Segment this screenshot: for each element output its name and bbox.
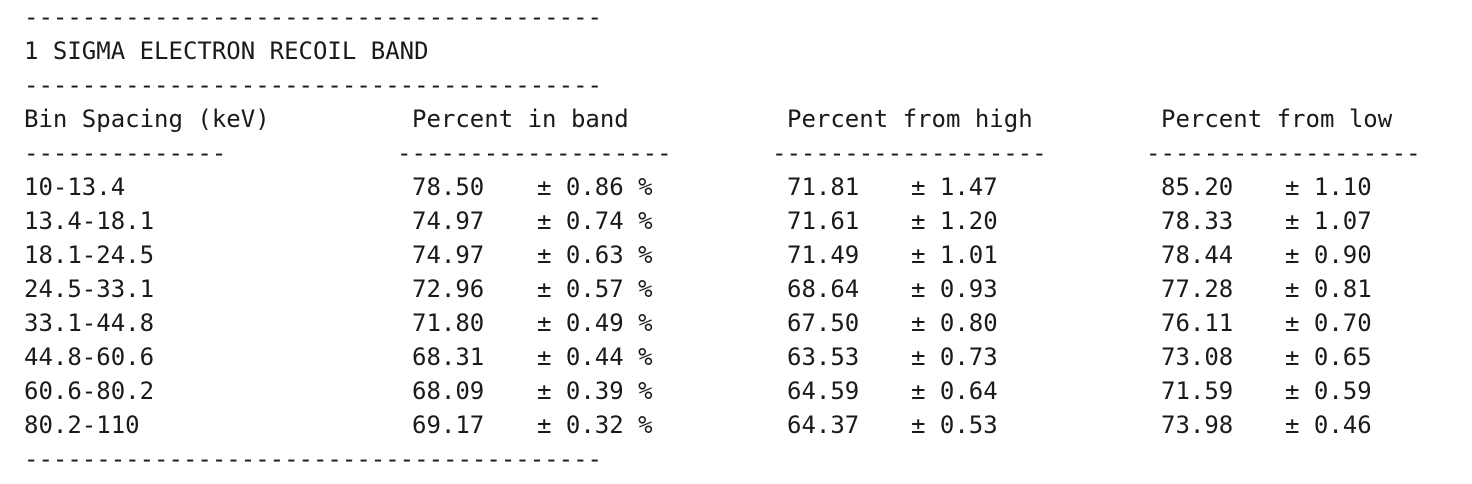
percent-from-low-error-cell: ± 1.10 [1285, 170, 1372, 204]
bin-cell: 18.1-24.5 [24, 238, 154, 272]
percent-from-high-cell: 68.64 [787, 272, 859, 306]
header-bin-spacing: Bin Spacing (keV) [24, 102, 270, 136]
bin-cell: 80.2-110 [24, 408, 140, 442]
percent-from-low-cell: 85.20 [1161, 170, 1233, 204]
bin-cell: 24.5-33.1 [24, 272, 154, 306]
percent-from-high-cell: 64.37 [787, 408, 859, 442]
bottom-rule: ---------------------------------------- [24, 442, 602, 476]
percent-from-high-error-cell: ± 1.47 [911, 170, 998, 204]
percent-in-band-cell: 69.17 [412, 408, 484, 442]
percent-from-high-cell: 71.61 [787, 204, 859, 238]
underline-percent-in-band: ------------------- [397, 136, 672, 170]
percent-from-low-error-cell: ± 1.07 [1285, 204, 1372, 238]
percent-in-band-error-cell: ± 0.57 % [537, 272, 653, 306]
header-percent-in-band: Percent in band [412, 102, 629, 136]
percent-from-low-error-cell: ± 0.59 [1285, 374, 1372, 408]
title-rule: ---------------------------------------- [24, 68, 602, 102]
percent-from-high-error-cell: ± 0.80 [911, 306, 998, 340]
percent-from-high-error-cell: ± 0.73 [911, 340, 998, 374]
top-rule: ---------------------------------------- [24, 0, 602, 34]
percent-from-high-cell: 64.59 [787, 374, 859, 408]
percent-from-low-cell: 73.08 [1161, 340, 1233, 374]
percent-from-high-cell: 67.50 [787, 306, 859, 340]
percent-in-band-cell: 68.31 [412, 340, 484, 374]
percent-from-high-error-cell: ± 0.64 [911, 374, 998, 408]
percent-from-low-cell: 73.98 [1161, 408, 1233, 442]
percent-from-low-cell: 77.28 [1161, 272, 1233, 306]
percent-from-high-cell: 63.53 [787, 340, 859, 374]
underline-percent-from-low: ------------------- [1146, 136, 1421, 170]
percent-in-band-cell: 78.50 [412, 170, 484, 204]
underline-percent-from-high: ------------------- [772, 136, 1047, 170]
bin-cell: 10-13.4 [24, 170, 125, 204]
section-title: 1 SIGMA ELECTRON RECOIL BAND [24, 34, 429, 68]
percent-in-band-error-cell: ± 0.44 % [537, 340, 653, 374]
percent-from-high-error-cell: ± 0.93 [911, 272, 998, 306]
bin-cell: 33.1-44.8 [24, 306, 154, 340]
percent-in-band-error-cell: ± 0.74 % [537, 204, 653, 238]
percent-from-low-cell: 76.11 [1161, 306, 1233, 340]
bin-cell: 60.6-80.2 [24, 374, 154, 408]
percent-in-band-cell: 72.96 [412, 272, 484, 306]
percent-from-high-cell: 71.49 [787, 238, 859, 272]
percent-from-low-error-cell: ± 0.46 [1285, 408, 1372, 442]
bin-cell: 44.8-60.6 [24, 340, 154, 374]
percent-in-band-cell: 71.80 [412, 306, 484, 340]
percent-from-low-cell: 78.44 [1161, 238, 1233, 272]
percent-in-band-error-cell: ± 0.86 % [537, 170, 653, 204]
percent-from-high-error-cell: ± 0.53 [911, 408, 998, 442]
percent-from-low-error-cell: ± 0.90 [1285, 238, 1372, 272]
percent-in-band-error-cell: ± 0.63 % [537, 238, 653, 272]
percent-in-band-cell: 68.09 [412, 374, 484, 408]
percent-from-high-error-cell: ± 1.01 [911, 238, 998, 272]
percent-from-low-error-cell: ± 0.65 [1285, 340, 1372, 374]
percent-from-low-error-cell: ± 0.81 [1285, 272, 1372, 306]
header-percent-from-high: Percent from high [787, 102, 1033, 136]
bin-cell: 13.4-18.1 [24, 204, 154, 238]
percent-in-band-error-cell: ± 0.32 % [537, 408, 653, 442]
percent-in-band-error-cell: ± 0.39 % [537, 374, 653, 408]
percent-from-low-cell: 71.59 [1161, 374, 1233, 408]
percent-from-high-cell: 71.81 [787, 170, 859, 204]
percent-from-high-error-cell: ± 1.20 [911, 204, 998, 238]
percent-in-band-cell: 74.97 [412, 204, 484, 238]
percent-in-band-cell: 74.97 [412, 238, 484, 272]
underline-bin-spacing: -------------- [24, 136, 226, 170]
percent-from-low-cell: 78.33 [1161, 204, 1233, 238]
header-percent-from-low: Percent from low [1161, 102, 1392, 136]
percent-from-low-error-cell: ± 0.70 [1285, 306, 1372, 340]
percent-in-band-error-cell: ± 0.49 % [537, 306, 653, 340]
